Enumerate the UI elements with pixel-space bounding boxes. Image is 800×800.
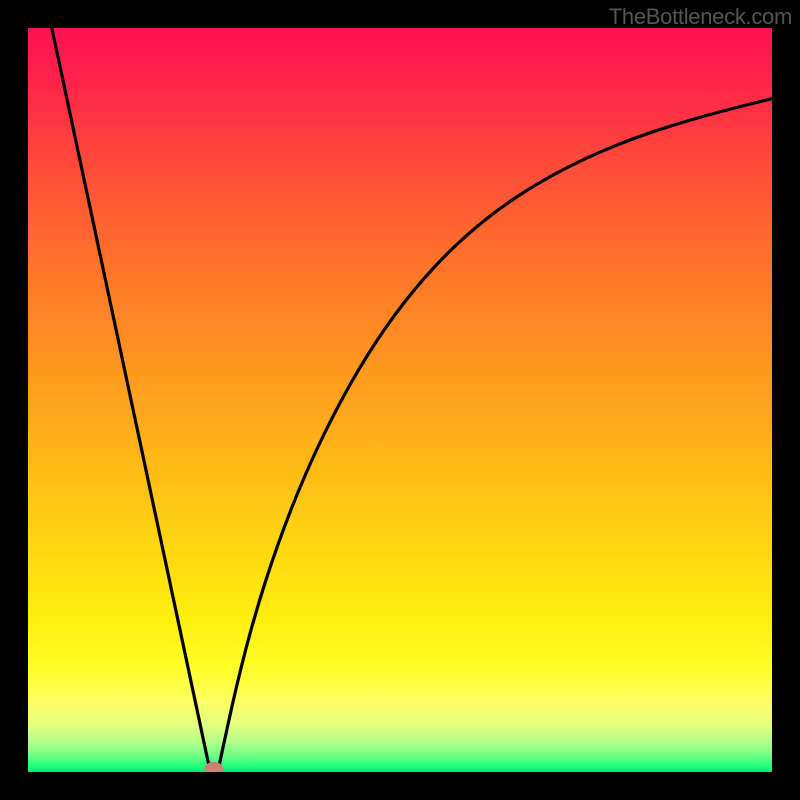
min-marker-dot (204, 762, 223, 772)
outer-canvas: TheBottleneck.com (0, 0, 800, 800)
bottleneck-curve (28, 28, 772, 772)
watermark-text: TheBottleneck.com (609, 4, 792, 30)
plot-frame (28, 28, 772, 772)
